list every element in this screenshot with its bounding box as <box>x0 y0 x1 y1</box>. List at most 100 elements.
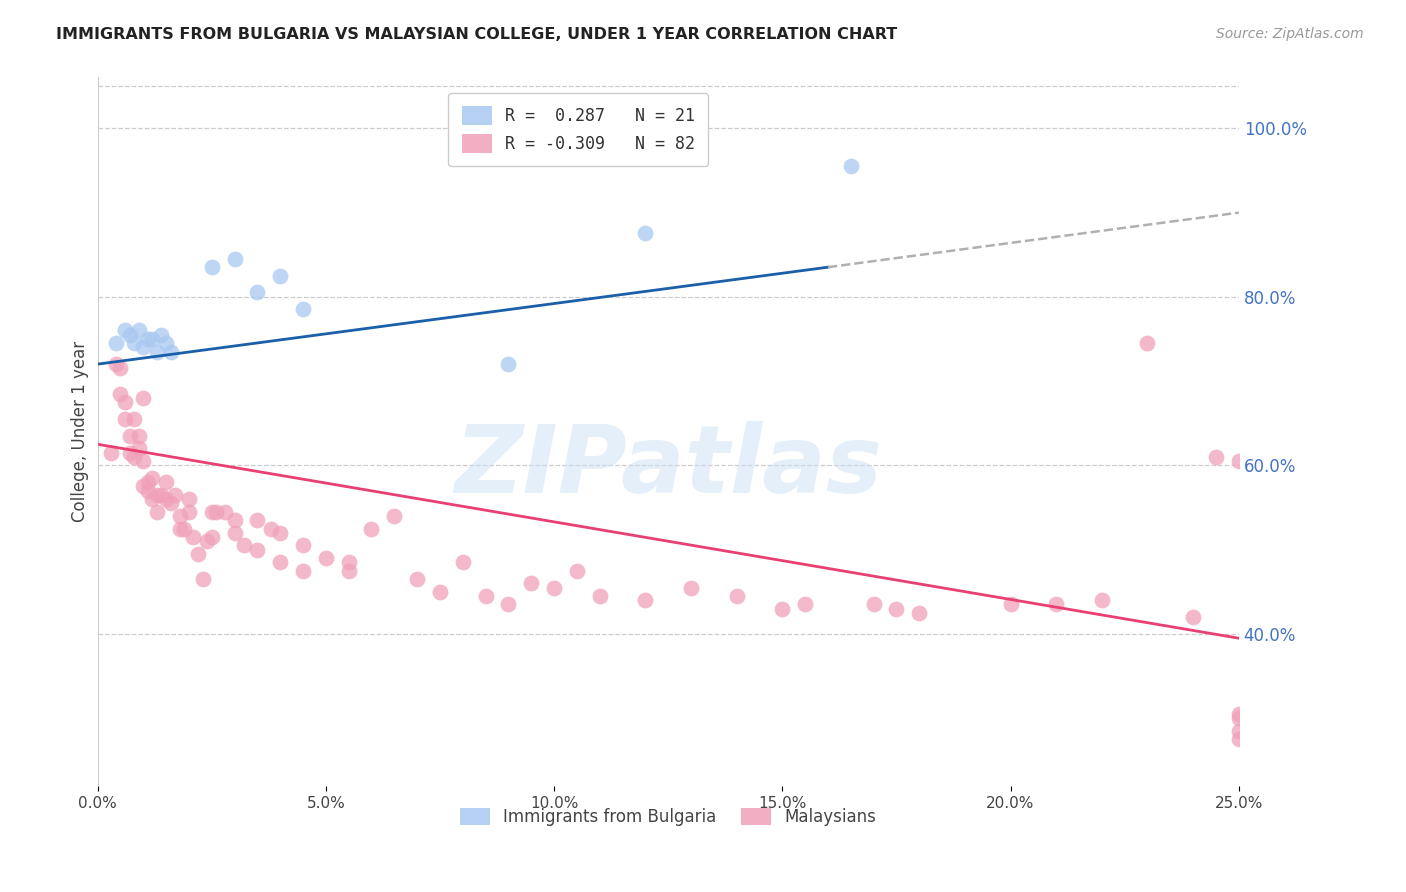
Point <box>146 488 169 502</box>
Point <box>224 252 246 266</box>
Point <box>201 505 224 519</box>
Point <box>159 496 181 510</box>
Point <box>862 598 884 612</box>
Point <box>224 513 246 527</box>
Point <box>122 412 145 426</box>
Text: IMMIGRANTS FROM BULGARIA VS MALAYSIAN COLLEGE, UNDER 1 YEAR CORRELATION CHART: IMMIGRANTS FROM BULGARIA VS MALAYSIAN CO… <box>56 27 897 42</box>
Point <box>141 332 163 346</box>
Point <box>886 601 908 615</box>
Point <box>839 159 862 173</box>
Point <box>269 525 291 540</box>
Point <box>141 471 163 485</box>
Point <box>122 450 145 464</box>
Point <box>406 572 429 586</box>
Point <box>794 598 817 612</box>
Point <box>146 505 169 519</box>
Point <box>195 534 218 549</box>
Point <box>679 581 702 595</box>
Point <box>498 357 520 371</box>
Point <box>1227 723 1250 738</box>
Text: ZIPatlas: ZIPatlas <box>454 421 882 513</box>
Point <box>132 391 155 405</box>
Point <box>177 492 200 507</box>
Point <box>337 555 360 569</box>
Point <box>100 446 122 460</box>
Point <box>1227 707 1250 722</box>
Point <box>543 581 565 595</box>
Point <box>246 542 269 557</box>
Point <box>173 522 195 536</box>
Point <box>725 589 748 603</box>
Point <box>150 488 173 502</box>
Point <box>136 475 159 490</box>
Point <box>110 361 132 376</box>
Point <box>260 522 283 536</box>
Point <box>269 268 291 283</box>
Point <box>136 332 159 346</box>
Point <box>634 227 657 241</box>
Point <box>150 327 173 342</box>
Point <box>269 555 291 569</box>
Point <box>205 505 228 519</box>
Point <box>165 488 187 502</box>
Point <box>498 598 520 612</box>
Point <box>110 386 132 401</box>
Point <box>132 454 155 468</box>
Point <box>291 538 314 552</box>
Point <box>177 505 200 519</box>
Point <box>451 555 474 569</box>
Text: Source: ZipAtlas.com: Source: ZipAtlas.com <box>1216 27 1364 41</box>
Point <box>118 429 141 443</box>
Point <box>187 547 209 561</box>
Point <box>169 508 191 523</box>
Point <box>291 564 314 578</box>
Point <box>183 530 205 544</box>
Legend: Immigrants from Bulgaria, Malaysians: Immigrants from Bulgaria, Malaysians <box>451 799 884 834</box>
Point <box>114 412 136 426</box>
Point <box>291 302 314 317</box>
Point <box>169 522 191 536</box>
Point <box>770 601 793 615</box>
Point <box>1205 450 1227 464</box>
Point <box>1227 454 1250 468</box>
Point <box>246 285 269 300</box>
Point <box>246 513 269 527</box>
Point <box>114 395 136 409</box>
Point <box>201 530 224 544</box>
Point <box>1227 711 1250 725</box>
Point <box>337 564 360 578</box>
Point <box>159 344 181 359</box>
Point <box>141 492 163 507</box>
Point <box>104 336 127 351</box>
Point <box>155 336 177 351</box>
Point <box>104 357 127 371</box>
Point <box>136 483 159 498</box>
Point <box>1045 598 1067 612</box>
Point <box>132 340 155 354</box>
Point <box>360 522 382 536</box>
Point <box>908 606 931 620</box>
Point <box>1091 593 1114 607</box>
Point <box>634 593 657 607</box>
Point <box>155 492 177 507</box>
Point <box>224 525 246 540</box>
Point <box>146 344 169 359</box>
Point <box>429 584 451 599</box>
Point <box>155 475 177 490</box>
Point <box>1182 610 1205 624</box>
Point <box>128 442 150 456</box>
Point <box>474 589 496 603</box>
Point <box>128 429 150 443</box>
Point <box>315 551 337 566</box>
Point <box>118 446 141 460</box>
Point <box>201 260 224 275</box>
Point <box>1136 336 1159 351</box>
Point <box>382 508 405 523</box>
Point <box>118 327 141 342</box>
Point <box>565 564 588 578</box>
Point <box>1000 598 1022 612</box>
Point <box>114 323 136 337</box>
Point <box>132 479 155 493</box>
Point <box>589 589 612 603</box>
Point <box>191 572 214 586</box>
